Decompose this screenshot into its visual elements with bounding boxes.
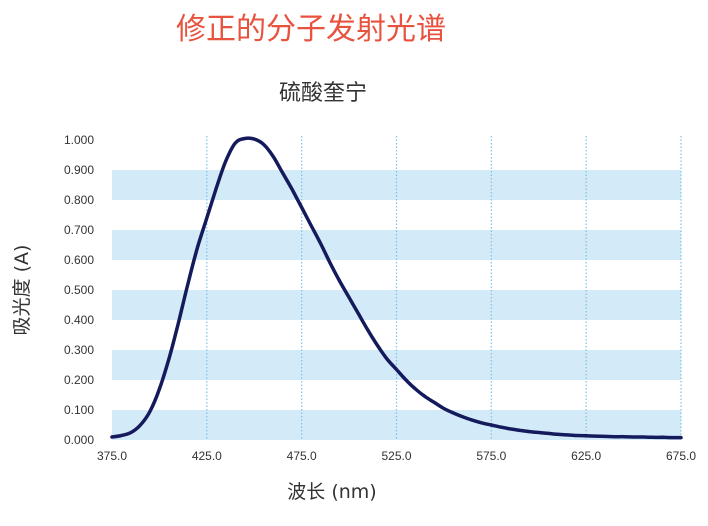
y-axis-ticks: 0.000 0.100 0.200 0.300 0.400 0.500 0.600 0.700… [64, 133, 94, 447]
series-point-14 [243, 137, 246, 140]
series-point-6 [168, 358, 170, 360]
series-point-33 [424, 395, 426, 398]
series-point-47 [556, 433, 559, 436]
series-point-60 [680, 436, 682, 439]
x-tick-label-4: 575.0 [476, 449, 506, 463]
series-point-56 [642, 436, 644, 438]
series-point-4 [149, 410, 151, 413]
series-point-29 [386, 358, 388, 360]
series-point-54 [623, 435, 625, 438]
y-tick-label-5: 0.500 [64, 283, 94, 297]
chart-vertical-grid [206, 136, 682, 440]
series-point-31 [405, 379, 407, 381]
series-point-49 [575, 434, 578, 437]
series-point-17 [272, 155, 275, 158]
series-point-13 [234, 142, 237, 144]
x-tick-label-6: 675.0 [666, 449, 696, 463]
y-tick-label-7: 0.700 [64, 223, 94, 237]
series-point-53 [613, 435, 616, 438]
series-point-45 [537, 431, 540, 434]
series-point-19 [291, 188, 293, 191]
series-point-10 [206, 217, 208, 219]
series-point-51 [594, 435, 597, 437]
x-axis-ticks: 375.0 425.0 475.0 525.0 575.0 625.0 675.0 [97, 449, 696, 463]
series-point-41 [500, 426, 502, 428]
series-point-57 [651, 436, 654, 439]
series-point-32 [414, 388, 417, 390]
series-point-59 [670, 436, 673, 439]
chart-title: 硫酸奎宁 [279, 81, 367, 106]
series-point-21 [310, 224, 312, 227]
series-point-8 [187, 283, 189, 285]
series-point-36 [452, 412, 455, 414]
series-point-44 [528, 430, 531, 433]
y-tick-label-9: 0.900 [64, 163, 94, 177]
y-tick-label-4: 0.400 [64, 313, 94, 327]
page-heading: 修正的分子发射光谱 [176, 12, 446, 47]
series-point-58 [661, 436, 663, 439]
series-point-37 [462, 416, 464, 418]
series-point-27 [367, 329, 369, 332]
series-point-28 [376, 344, 379, 347]
y-tick-label-1: 0.100 [64, 403, 94, 417]
series-point-15 [253, 138, 256, 140]
x-tick-label-2: 475.0 [287, 449, 317, 463]
series-point-38 [471, 419, 474, 422]
series-point-9 [196, 247, 199, 249]
series-point-35 [443, 407, 445, 410]
y-tick-label-2: 0.200 [64, 373, 94, 387]
y-tick-label-0: 0.000 [64, 433, 94, 447]
series-point-48 [566, 434, 568, 436]
series-point-25 [348, 296, 350, 299]
series-point-20 [300, 206, 303, 209]
x-tick-label-3: 525.0 [381, 449, 411, 463]
x-tick-label-5: 625.0 [571, 449, 601, 463]
series-point-1 [120, 434, 123, 437]
series-point-16 [262, 143, 265, 146]
series-point-0 [111, 436, 113, 438]
y-tick-label-8: 0.800 [64, 193, 94, 207]
series-point-34 [433, 401, 436, 404]
series-point-22 [319, 242, 322, 245]
series-point-50 [585, 435, 587, 437]
series-point-5 [158, 388, 161, 390]
x-tick-label-0: 375.0 [97, 449, 127, 463]
x-tick-label-1: 425.0 [192, 449, 222, 463]
series-point-3 [139, 424, 142, 426]
series-point-39 [481, 422, 483, 424]
y-tick-label-10: 1.000 [64, 133, 94, 147]
series-point-7 [177, 322, 180, 324]
series-point-11 [215, 187, 218, 189]
series-point-52 [604, 435, 606, 438]
series-point-23 [329, 262, 331, 264]
y-axis-label: 吸光度 (A) [11, 245, 33, 336]
series-point-55 [632, 436, 635, 438]
series-point-42 [509, 428, 512, 430]
series-point-46 [547, 432, 550, 435]
series-point-2 [130, 431, 132, 434]
y-tick-label-3: 0.300 [64, 343, 94, 357]
series-point-18 [281, 172, 284, 174]
x-axis-label: 波长 (nm) [287, 481, 376, 503]
chart-series [110, 136, 683, 440]
series-point-30 [395, 368, 398, 371]
series-point-12 [225, 160, 227, 162]
series-point-26 [357, 313, 360, 315]
y-tick-label-6: 0.600 [64, 253, 94, 267]
series-point-43 [518, 429, 521, 432]
series-point-24 [338, 280, 341, 282]
series-point-40 [490, 424, 493, 426]
